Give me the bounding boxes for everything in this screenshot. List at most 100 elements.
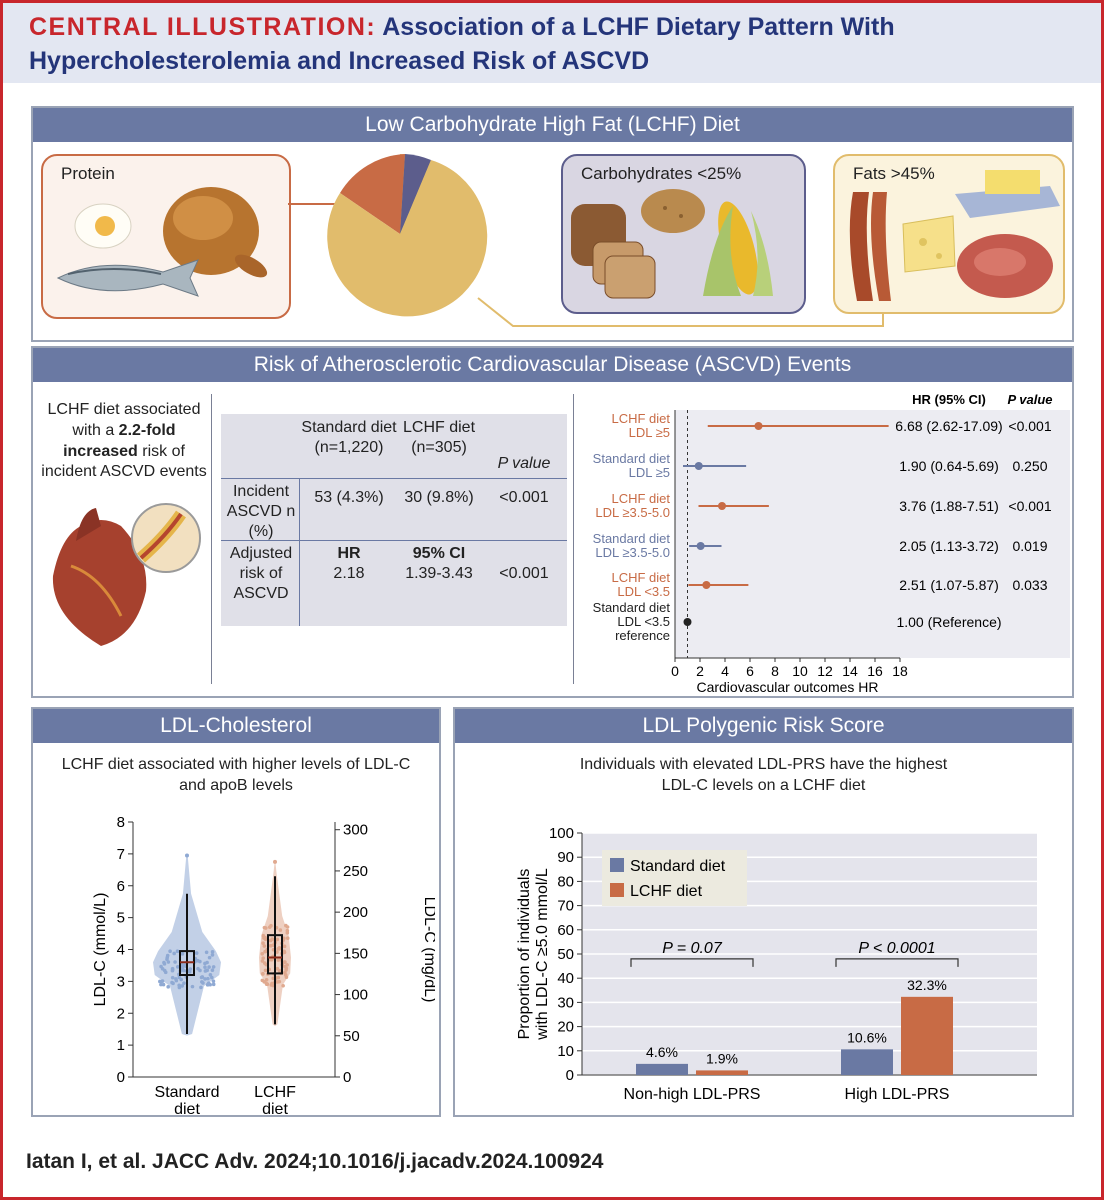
- row2-hr-value: 2.18: [333, 565, 365, 582]
- forest-x-tick-label: 18: [892, 663, 908, 679]
- violin-left-tick-label: 8: [117, 814, 125, 831]
- row2-ci-header: 95% CI: [412, 545, 466, 562]
- violin-dot: [195, 958, 200, 963]
- fats-label: Fats >45%: [853, 164, 935, 183]
- ldl-cholesterol-statement: LCHF diet associated with higher levels …: [33, 755, 439, 797]
- bar-y-tick-label: 90: [557, 849, 574, 866]
- violin-right-tick-label: 250: [343, 863, 368, 880]
- figure-title-part1: Association of a LCHF Dietary Pattern Wi…: [382, 13, 895, 41]
- violin-dot: [263, 968, 268, 973]
- col-lchf-label: LCHF diet: [402, 419, 476, 436]
- forest-row-label: LDL ≥3.5-5.0: [595, 505, 670, 520]
- violin-dot: [204, 950, 209, 955]
- violin-dot: [163, 970, 168, 975]
- bar-y-axis-label-line1: Proportion of individuals: [516, 869, 533, 1040]
- figure-header: CENTRAL ILLUSTRATION: Association of a L…: [3, 3, 1101, 83]
- violin-dot: [284, 968, 288, 972]
- violin-dot: [211, 982, 216, 987]
- violin-right-tick-label: 200: [343, 904, 368, 921]
- violin-dot: [275, 966, 280, 971]
- ldl-prs-panel-title: LDL Polygenic Risk Score: [455, 709, 1072, 743]
- forest-hr-text: 3.76 (1.88-7.51): [899, 498, 999, 514]
- forest-point: [718, 502, 726, 510]
- violin-dot: [170, 980, 174, 985]
- ldl-prs-panel: LDL Polygenic Risk Score Individuals wit…: [453, 707, 1074, 1117]
- table-col-divider: [299, 478, 300, 626]
- forest-row-label: LDL <3.5: [617, 584, 670, 599]
- forest-point: [702, 581, 711, 589]
- forest-row-label: reference: [615, 628, 670, 643]
- ldl-cholesterol-panel-title: LDL-Cholesterol: [33, 709, 439, 743]
- violin-dot: [281, 983, 285, 988]
- significance-bracket: [835, 958, 959, 967]
- row1-standard-value: 53 (4.3%): [314, 489, 384, 506]
- violin-dot: [190, 984, 195, 989]
- forest-x-tick-label: 4: [721, 663, 729, 679]
- steak-icon: [957, 234, 1053, 298]
- forest-p-text: 0.033: [1012, 577, 1047, 593]
- forest-point: [754, 422, 763, 430]
- forest-row-label: LDL <3.5: [617, 614, 670, 629]
- row2-ci-value: 1.39-3.43: [405, 565, 473, 582]
- violin-right-tick-label: 50: [343, 1028, 360, 1045]
- forest-hr-text: 2.05 (1.13-3.72): [899, 538, 999, 554]
- violin-dot: [180, 984, 185, 988]
- violin-dot: [277, 947, 282, 951]
- forest-row-label: Standard diet: [593, 451, 671, 466]
- fat-connector-line: [477, 297, 884, 327]
- violin-dot: [208, 973, 213, 977]
- violin-dot: [199, 985, 203, 990]
- significance-label: P < 0.0001: [858, 940, 935, 957]
- violin-dot: [199, 975, 204, 980]
- box-iqr: [267, 934, 283, 975]
- forest-hr-text: 1.90 (0.64-5.69): [899, 458, 999, 474]
- violin-left-tick-label: 6: [117, 878, 125, 895]
- bar: [636, 1063, 688, 1075]
- ldl-statement-line1: LCHF diet associated with higher levels …: [61, 756, 411, 773]
- violin-dot: [177, 975, 182, 980]
- ldl-prs-bar-chart: 0 10 20 30 40 50 60 70 80 90 100 Proportion of indi…: [516, 825, 1037, 1103]
- violin-max-dot: [185, 853, 189, 858]
- violin-dot: [210, 968, 215, 973]
- significance-bracket: [630, 958, 754, 967]
- chicken-icon: [163, 187, 268, 278]
- violin-dot: [264, 926, 268, 930]
- forest-x-tick-label: 0: [671, 663, 679, 679]
- potato-icon: [641, 189, 705, 233]
- violin-dot: [162, 962, 167, 966]
- ascvd-results-table: Standard diet (n=1,220) LCHF diet (n=305…: [221, 414, 567, 626]
- violin-dot: [194, 951, 199, 955]
- col-header-standard: Standard diet (n=1,220): [301, 418, 397, 458]
- violin-dot: [174, 978, 179, 983]
- violin-dot: [270, 937, 275, 941]
- violin-dot: [283, 973, 288, 977]
- forest-row-label: LDL ≥5: [629, 465, 670, 480]
- significance-label: P = 0.07: [662, 940, 723, 957]
- table-row-divider-2: [221, 540, 567, 541]
- violin-dot: [160, 967, 165, 971]
- forest-p-text: <0.001: [1008, 498, 1051, 514]
- violin-dot: [270, 982, 274, 986]
- violin-dot: [210, 975, 214, 980]
- legend-swatch: [610, 883, 624, 897]
- pie-slice-protein: [340, 154, 405, 234]
- egg-icon: [74, 203, 132, 249]
- violin-dot: [283, 960, 287, 964]
- violin-left-tick-label: 4: [117, 942, 125, 959]
- violin-dot: [261, 972, 265, 976]
- violin-dot: [267, 925, 272, 929]
- violin-dot: [268, 943, 273, 948]
- corn-icon: [703, 201, 773, 296]
- bacon-icon: [849, 192, 891, 301]
- fats-box: Fats >45%: [833, 154, 1065, 314]
- violin-dot: [263, 949, 267, 954]
- statement-prefix: LCHF diet associated with a: [47, 401, 201, 439]
- ascvd-risk-panel: Risk of Atherosclerotic Cardiovascular D…: [31, 346, 1074, 698]
- bar-value-label: 10.6%: [847, 1029, 887, 1045]
- bar-y-tick-label: 0: [566, 1067, 574, 1084]
- forest-x-tick-label: 14: [842, 663, 858, 679]
- forest-plot: HR (95% CI) P value 0 2 4 6 8 10 12 14 16 18 Cardiov…: [593, 392, 1070, 694]
- forest-row-label: LCHF diet: [611, 570, 670, 585]
- bar-y-axis-label-line2: with LDL-C ≥5.0 mmol/L: [534, 868, 551, 1041]
- bar-y-tick-label: 60: [557, 922, 574, 939]
